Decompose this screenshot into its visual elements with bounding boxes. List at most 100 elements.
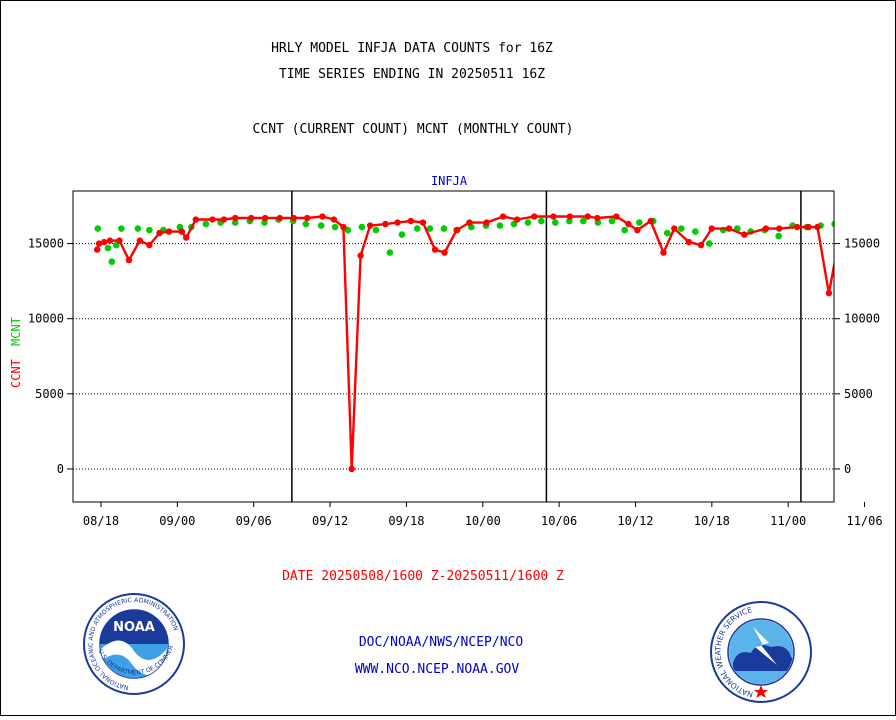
mcnt-point-44 <box>677 225 685 232</box>
ccnt-point-19 <box>290 214 297 222</box>
mcnt-point-6 <box>146 226 153 234</box>
ccnt-point-3 <box>106 237 114 244</box>
ccnt-point-49 <box>685 238 693 246</box>
mcnt-point-35 <box>552 219 559 226</box>
ylabel-mcnt: MCNT <box>9 317 23 346</box>
mcnt-point-40 <box>621 226 628 234</box>
xtick-label-1: 09/00 <box>159 514 195 528</box>
mcnt-point-41 <box>635 219 643 226</box>
ccnt-point-11 <box>183 234 190 241</box>
ccnt-point-31 <box>431 246 439 253</box>
date-range: DATE 20250508/1600 Z-20250511/1600 Z <box>282 569 564 584</box>
ccnt-point-50 <box>697 241 705 249</box>
series-layer <box>93 213 894 473</box>
ccnt-point-37 <box>513 216 521 223</box>
mcnt-point-37 <box>580 217 587 225</box>
mcnt-point-59 <box>887 218 894 225</box>
ccnt-point-29 <box>407 217 415 225</box>
mcnt-point-57 <box>859 219 866 226</box>
mcnt-point-43 <box>663 229 671 237</box>
ccnt-point-40 <box>566 213 574 220</box>
mcnt-point-27 <box>440 225 448 232</box>
ylabel-ccnt: CCNT <box>9 359 23 388</box>
ccnt-point-36 <box>499 213 507 220</box>
ccnt-point-13 <box>209 216 216 223</box>
grid-layer <box>73 191 834 502</box>
svg-text:U.S. DEPARTMENT OF COMMERCE: U.S. DEPARTMENT OF COMMERCE <box>1 1 175 677</box>
ccnt-point-39 <box>550 213 557 220</box>
mcnt-point-51 <box>775 232 782 240</box>
mcnt-point-26 <box>426 225 434 232</box>
mcnt-point-17 <box>302 220 310 228</box>
ccnt-point-27 <box>382 220 389 228</box>
ccnt-point-20 <box>303 214 311 222</box>
mcnt-point-55 <box>831 220 834 228</box>
series-ccnt <box>93 213 890 473</box>
xtick-label-2: 09/06 <box>236 514 272 528</box>
xtick-layer: 08/18 09/00 09/06 09/12 09/18 10/00 10/06 10/12… <box>83 502 883 528</box>
xtick-label-0: 08/18 <box>83 514 119 528</box>
ccnt-point-14 <box>220 216 228 223</box>
ccnt-point-7 <box>146 241 153 249</box>
ccnt-point-57 <box>805 223 812 231</box>
ccnt-point-33 <box>453 226 460 234</box>
mcnt-point-46 <box>705 240 713 247</box>
ytick-label-right-3: 15000 <box>844 237 880 251</box>
ccnt-point-51 <box>708 225 716 232</box>
ccnt-point-23 <box>340 223 347 231</box>
ccnt-point-56 <box>793 223 801 231</box>
title-line2: TIME SERIES ENDING IN 20250511 16Z <box>279 67 545 82</box>
ccnt-point-46 <box>647 217 654 225</box>
ccnt-point-16 <box>247 214 255 222</box>
ccnt-point-30 <box>419 219 427 226</box>
ytick-label-left-2: 10000 <box>28 312 64 326</box>
ccnt-point-24 <box>348 465 355 473</box>
noaa-logo-text: NOAA <box>113 620 155 635</box>
ccnt-point-5 <box>125 256 133 264</box>
subtitle: CCNT (CURRENT COUNT) MCNT (MONTHLY COUNT… <box>253 122 574 137</box>
ccnt-point-32 <box>441 249 448 256</box>
mcnt-point-21 <box>358 223 366 231</box>
mcnt-point-45 <box>691 228 699 235</box>
ccnt-point-25 <box>357 252 364 259</box>
xtick-label-10: 11/06 <box>846 514 882 528</box>
ccnt-point-38 <box>531 213 538 220</box>
mcnt-point-10 <box>202 220 210 228</box>
xtick-label-8: 10/18 <box>694 514 730 528</box>
ccnt-point-1 <box>95 240 103 247</box>
ccnt-point-63 <box>884 213 890 219</box>
ccnt-point-60 <box>840 215 846 221</box>
mcnt-point-23 <box>386 249 394 256</box>
ccnt-point-15 <box>232 214 239 222</box>
mcnt-point-58 <box>873 218 880 225</box>
noaa-logo: NOAA NATIONAL OCEANIC AND ATMOSPHERIC AD… <box>0 0 185 695</box>
ccnt-point-61 <box>854 219 860 225</box>
mcnt-point-33 <box>524 219 532 226</box>
xtick-label-7: 10/12 <box>617 514 653 528</box>
footer-org-path: DOC/NOAA/NWS/NCEP/NCO <box>359 635 524 650</box>
ccnt-point-45 <box>634 226 641 234</box>
ccnt-point-4 <box>116 237 123 244</box>
mcnt-point-39 <box>608 217 616 225</box>
ccnt-point-58 <box>814 223 821 231</box>
title-line1: HRLY MODEL INFJA DATA COUNTS for 16Z <box>271 41 553 56</box>
mcnt-point-1 <box>104 244 112 252</box>
mcnt-point-18 <box>317 222 325 229</box>
ytick-label-right-1: 5000 <box>844 387 873 401</box>
ccnt-point-2 <box>100 238 108 246</box>
mcnt-point-12 <box>231 219 239 226</box>
ytick-label-right-0: 0 <box>844 462 851 476</box>
ccnt-point-41 <box>584 213 591 220</box>
footer-website: WWW.NCO.NCEP.NOAA.GOV <box>355 662 520 677</box>
mcnt-point-22 <box>372 226 380 234</box>
ccnt-point-53 <box>741 231 748 238</box>
mcnt-point-2 <box>108 258 116 265</box>
ccnt-point-10 <box>178 228 186 235</box>
ccnt-point-35 <box>483 219 490 226</box>
xtick-label-6: 10/06 <box>541 514 577 528</box>
ccnt-point-62 <box>869 213 875 219</box>
xtick-label-3: 09/12 <box>312 514 348 528</box>
xtick-label-4: 09/18 <box>388 514 424 528</box>
